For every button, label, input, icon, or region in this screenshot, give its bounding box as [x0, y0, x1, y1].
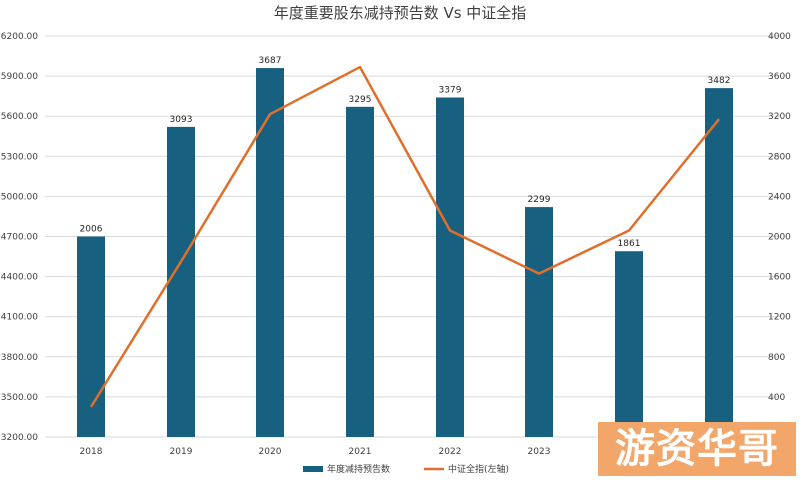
gridlines	[45, 35, 780, 438]
bar-data-label: 3295	[349, 95, 372, 105]
x-tick-label: 2022	[439, 447, 462, 457]
bar	[256, 68, 284, 437]
bar-data-label: 3379	[439, 85, 462, 95]
right-tick-label: 400	[768, 393, 785, 403]
right-tick-label: 2400	[768, 192, 791, 202]
right-tick-label: 3200	[768, 112, 791, 122]
x-tick-label: 2023	[528, 447, 551, 457]
left-tick-label: 4100.00	[1, 313, 38, 323]
x-tick-label: 2020	[259, 447, 282, 457]
x-axis-ticks: 2018 2019 2020 2021 2022 2023	[80, 447, 551, 457]
right-tick-label: 4000	[768, 32, 791, 42]
x-tick-label: 2019	[170, 447, 193, 457]
legend-label-bars: 年度减持预告数	[327, 463, 390, 475]
bar	[77, 236, 105, 437]
bar	[436, 97, 464, 437]
right-tick-label: 2800	[768, 152, 791, 162]
left-tick-label: 5600.00	[1, 112, 38, 122]
chart-title: 年度重要股东减持预告数 Vs 中证全指	[274, 4, 527, 22]
left-tick-label: 5000.00	[1, 192, 38, 202]
left-tick-label: 5900.00	[1, 72, 38, 82]
bar-data-label: 3687	[259, 56, 282, 66]
legend: 年度减持预告数 中证全指(左轴)	[303, 463, 509, 475]
right-tick-label: 2000	[768, 233, 791, 243]
left-tick-label: 4400.00	[1, 273, 38, 283]
right-axis-ticks: 400 800 1200 1600 2000 2400 2800 3200 3600 4000	[768, 32, 791, 403]
bar-data-labels: 2006 3093 3687 3295 3379 2299 1861 3482	[80, 56, 731, 249]
bar-data-label: 2299	[528, 195, 551, 205]
left-tick-label: 4700.00	[1, 233, 38, 243]
left-tick-label: 3500.00	[1, 393, 38, 403]
bar	[525, 207, 553, 437]
left-axis-ticks: 3200.00 3500.00 3800.00 4100.00 4400.00 4700.…	[1, 32, 38, 443]
bar-data-label: 3482	[708, 76, 731, 86]
bar	[615, 251, 643, 437]
bar	[346, 106, 374, 438]
bar-data-label: 3093	[170, 115, 193, 125]
x-tick-label: 2021	[349, 447, 372, 457]
bar-series	[77, 68, 733, 438]
bar-data-label: 2006	[80, 225, 103, 235]
left-tick-label: 6200.00	[1, 32, 38, 42]
legend-label-line: 中证全指(左轴)	[448, 463, 509, 475]
left-tick-label: 5300.00	[1, 152, 38, 162]
line-series	[89, 65, 720, 408]
watermark: 游资华哥	[598, 422, 796, 476]
bar-data-label: 1861	[618, 239, 641, 249]
x-tick-label: 2018	[80, 447, 103, 457]
line-path	[89, 65, 720, 408]
left-tick-label: 3800.00	[1, 353, 38, 363]
bar	[167, 126, 195, 437]
right-tick-label: 1200	[768, 313, 791, 323]
left-tick-label: 3200.00	[1, 433, 38, 443]
legend-swatch-bars	[303, 466, 323, 472]
right-tick-label: 3600	[768, 72, 791, 82]
right-tick-label: 800	[768, 353, 785, 363]
bar	[705, 88, 733, 437]
right-tick-label: 1600	[768, 273, 791, 283]
